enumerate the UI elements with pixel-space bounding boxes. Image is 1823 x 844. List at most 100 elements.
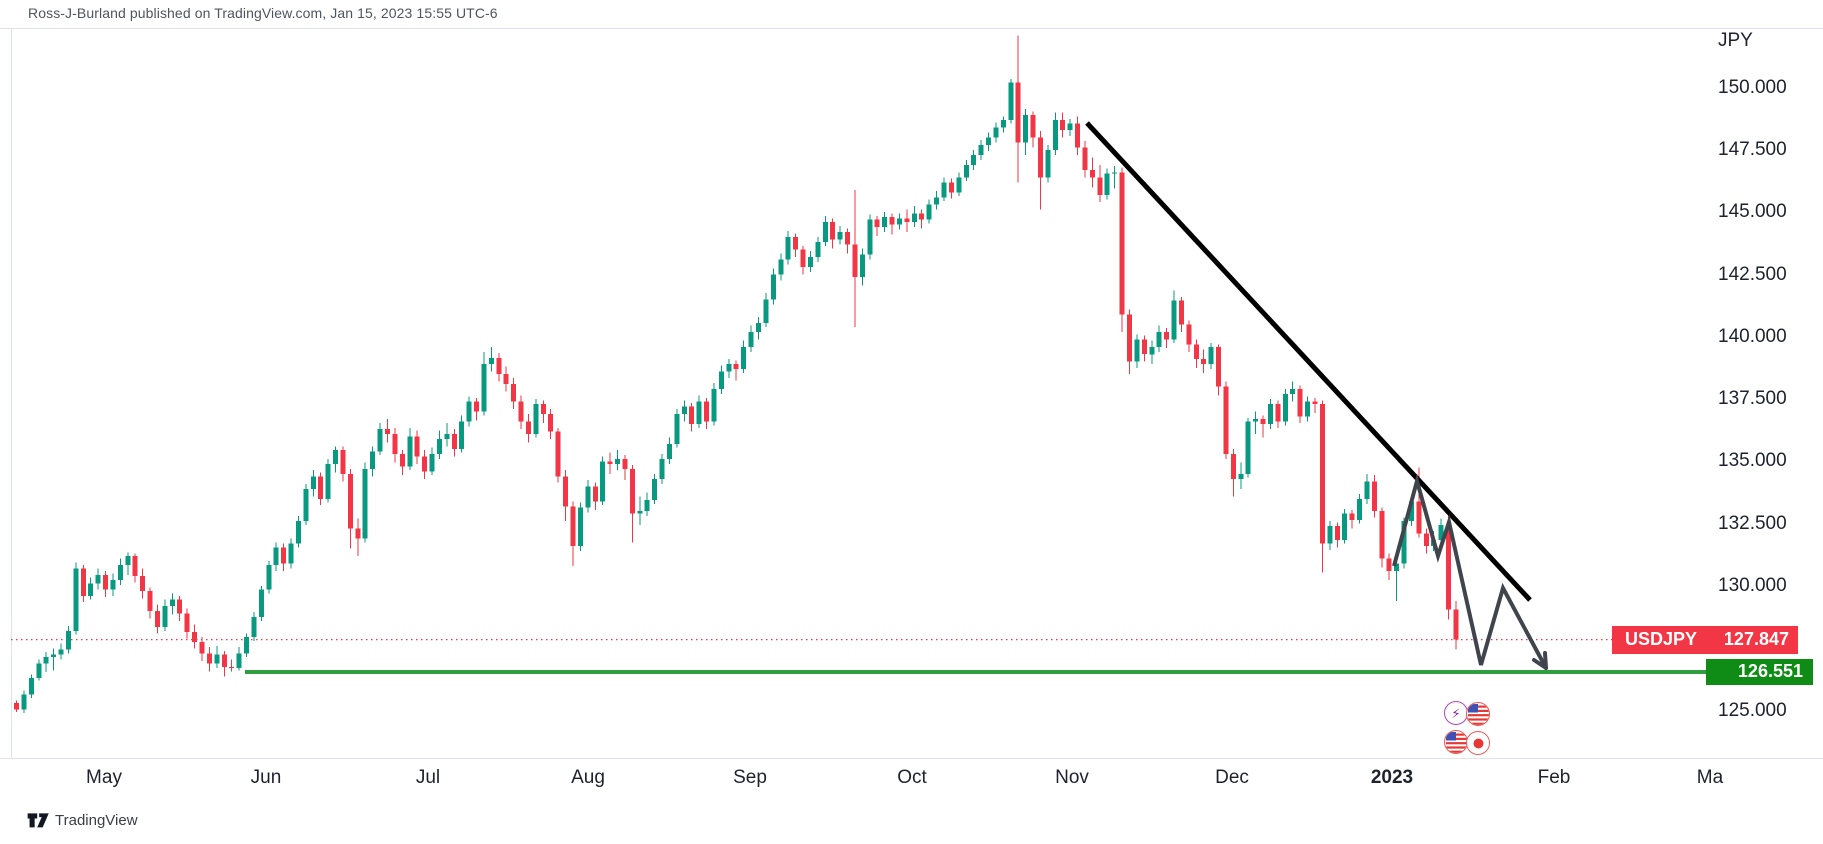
- candle: [874, 215, 880, 236]
- candle: [1171, 290, 1177, 344]
- candle: [422, 450, 428, 479]
- projection-arrow[interactable]: [1392, 473, 1548, 669]
- candle: [770, 268, 776, 305]
- candle: [192, 624, 198, 649]
- candle: [399, 450, 405, 476]
- attribution-text: Ross-J-Burland published on TradingView.…: [28, 5, 498, 21]
- candle: [1208, 343, 1214, 370]
- candle: [948, 178, 954, 199]
- time-scale[interactable]: May Jun Jul Aug Sep Oct Nov Dec 2023 Feb Ma: [0, 758, 1823, 800]
- candle: [288, 538, 294, 569]
- time-axis-label: Ma: [1696, 767, 1724, 788]
- candle: [169, 593, 175, 615]
- candle: [385, 419, 390, 443]
- candle: [904, 209, 910, 233]
- candle: [1327, 521, 1333, 550]
- candle: [941, 177, 947, 201]
- candle: [629, 465, 635, 543]
- us-flag-event-icon[interactable]: [1444, 730, 1468, 754]
- us-flag-event-icon[interactable]: [1466, 702, 1490, 726]
- candle: [934, 191, 940, 210]
- candle: [488, 346, 494, 372]
- candle: [525, 414, 531, 443]
- candle: [65, 625, 71, 654]
- candle: [971, 149, 977, 170]
- japan-flag-icon: [1467, 732, 1489, 754]
- price-axis-tick: 137.500: [1718, 388, 1787, 410]
- candle: [674, 409, 680, 448]
- candle: [1052, 112, 1058, 155]
- candle: [199, 637, 205, 661]
- economic-event-flash-icon[interactable]: ⚡: [1444, 701, 1468, 725]
- candle: [184, 608, 190, 639]
- time-axis-label: May: [86, 767, 122, 788]
- candle: [310, 470, 316, 497]
- candle: [1127, 309, 1132, 375]
- price-axis-tick: 125.000: [1718, 699, 1787, 721]
- candle: [711, 382, 717, 426]
- candle: [43, 652, 49, 672]
- japan-flag-event-icon[interactable]: [1466, 731, 1490, 755]
- current-price-value: 127.847: [1723, 629, 1789, 650]
- candle: [896, 213, 902, 230]
- price-scale-currency: JPY: [1718, 30, 1753, 51]
- candle: [1416, 467, 1422, 538]
- candle: [273, 542, 279, 572]
- candle: [362, 462, 368, 543]
- candle: [919, 209, 925, 229]
- candle: [666, 437, 672, 464]
- candle: [1334, 522, 1340, 548]
- candle: [1238, 462, 1244, 489]
- candle: [51, 648, 57, 671]
- candle: [1097, 164, 1103, 203]
- candle: [793, 233, 799, 258]
- candle: [474, 397, 480, 421]
- candle: [659, 453, 665, 484]
- candle: [859, 248, 865, 286]
- candle: [733, 360, 739, 381]
- tradingview-logo-icon[interactable]: [27, 811, 50, 831]
- candle: [236, 647, 242, 671]
- candle: [88, 577, 94, 600]
- projection-arrowhead: [1532, 658, 1548, 670]
- candle: [822, 215, 828, 246]
- candle: [258, 586, 264, 621]
- candle: [14, 700, 19, 712]
- candle: [815, 237, 821, 263]
- candle: [347, 468, 353, 549]
- candle: [1112, 166, 1118, 189]
- candle: [140, 568, 146, 599]
- candle: [295, 516, 301, 548]
- price-axis-tick: 132.500: [1718, 512, 1787, 534]
- candle: [704, 397, 710, 429]
- candle: [1438, 518, 1444, 545]
- candle: [763, 293, 769, 327]
- us-flag-icon: [1467, 703, 1489, 725]
- time-axis-label: Aug: [571, 767, 605, 788]
- candle: [325, 458, 331, 503]
- candle: [963, 159, 969, 182]
- candle: [681, 400, 687, 422]
- candle: [125, 552, 131, 575]
- candle: [637, 496, 643, 525]
- price-scale[interactable]: JPY 150.000 147.500 145.000 142.500 140.000 1…: [1700, 28, 1823, 758]
- candle: [1201, 349, 1207, 373]
- tradingview-brand-text[interactable]: TradingView: [55, 812, 138, 829]
- candle: [718, 365, 724, 395]
- candle: [615, 450, 621, 471]
- candle: [266, 561, 272, 594]
- time-axis-label: Jun: [250, 767, 282, 788]
- trendline[interactable]: [1085, 121, 1532, 602]
- symbol-name: USDJPY: [1625, 629, 1698, 650]
- candle: [1453, 600, 1459, 650]
- candle: [1134, 334, 1140, 368]
- candle: [117, 558, 123, 585]
- candle: [1037, 131, 1043, 210]
- candle: [58, 643, 64, 660]
- time-axis-label: Jul: [415, 767, 441, 788]
- candle: [503, 366, 509, 392]
- candle: [644, 492, 650, 517]
- candles-layer: [14, 35, 1459, 714]
- candle: [592, 482, 598, 510]
